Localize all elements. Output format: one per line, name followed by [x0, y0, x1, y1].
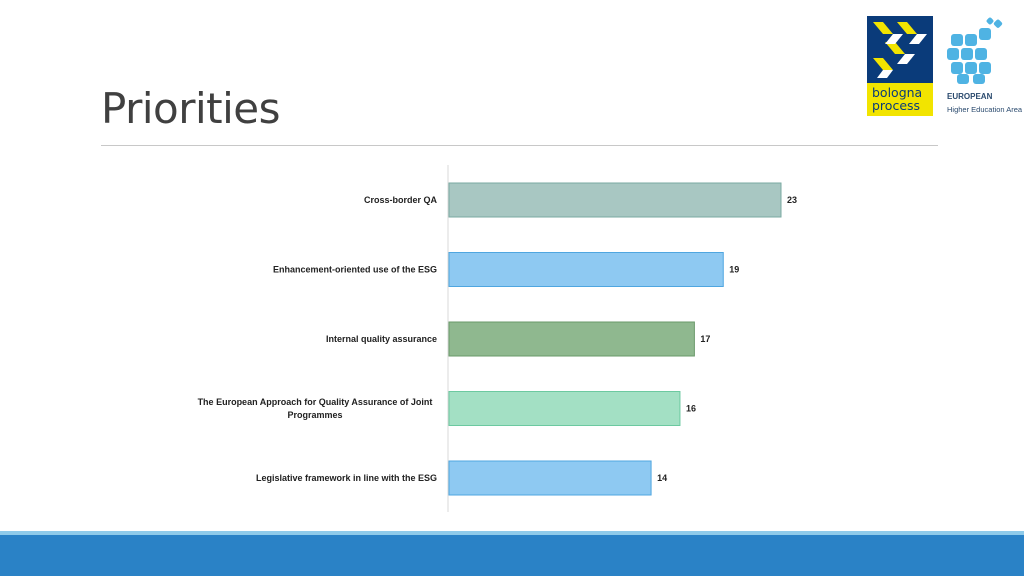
ehea-label-european: EUROPEAN [947, 92, 993, 101]
logo-arrows-icon [873, 22, 927, 78]
bar-0 [448, 182, 782, 218]
value-label-0: 23 [787, 195, 797, 205]
bar-3 [448, 391, 681, 426]
category-label-0: Cross-border QA [364, 195, 438, 205]
category-label-4: Legislative framework in line with the E… [256, 473, 437, 483]
logo-word-bologna: bologna [872, 85, 923, 100]
value-label-4: 14 [657, 473, 667, 483]
footer-accent-line [0, 531, 1024, 535]
ehea-label-subtitle: Higher Education Area [947, 105, 1023, 114]
category-label-3: The European Approach for Quality Assura… [198, 397, 433, 420]
category-label-2: Internal quality assurance [326, 334, 437, 344]
value-label-3: 16 [686, 404, 696, 414]
bar-4 [448, 460, 652, 496]
footer-band [0, 535, 1024, 576]
slide-title: Priorities [101, 84, 281, 133]
value-label-2: 17 [700, 334, 710, 344]
bar-group: 23 Cross-border QA 19 Enhancement-oriented … [198, 182, 797, 496]
priorities-bar-chart: 23 Cross-border QA 19 Enhancement-oriented … [198, 165, 797, 512]
logo-word-process: process [872, 98, 921, 113]
bar-1 [448, 252, 724, 287]
category-label-1: Enhancement-oriented use of the ESG [273, 265, 437, 275]
ehea-puzzle-icon [947, 17, 1003, 84]
bologna-process-logo: bologna process EUROPEAN Higher Educatio… [867, 16, 1023, 118]
bar-2 [448, 321, 695, 357]
value-label-1: 19 [729, 265, 739, 275]
logo-yellow-panel: bologna process [867, 83, 933, 116]
title-divider [101, 145, 938, 146]
